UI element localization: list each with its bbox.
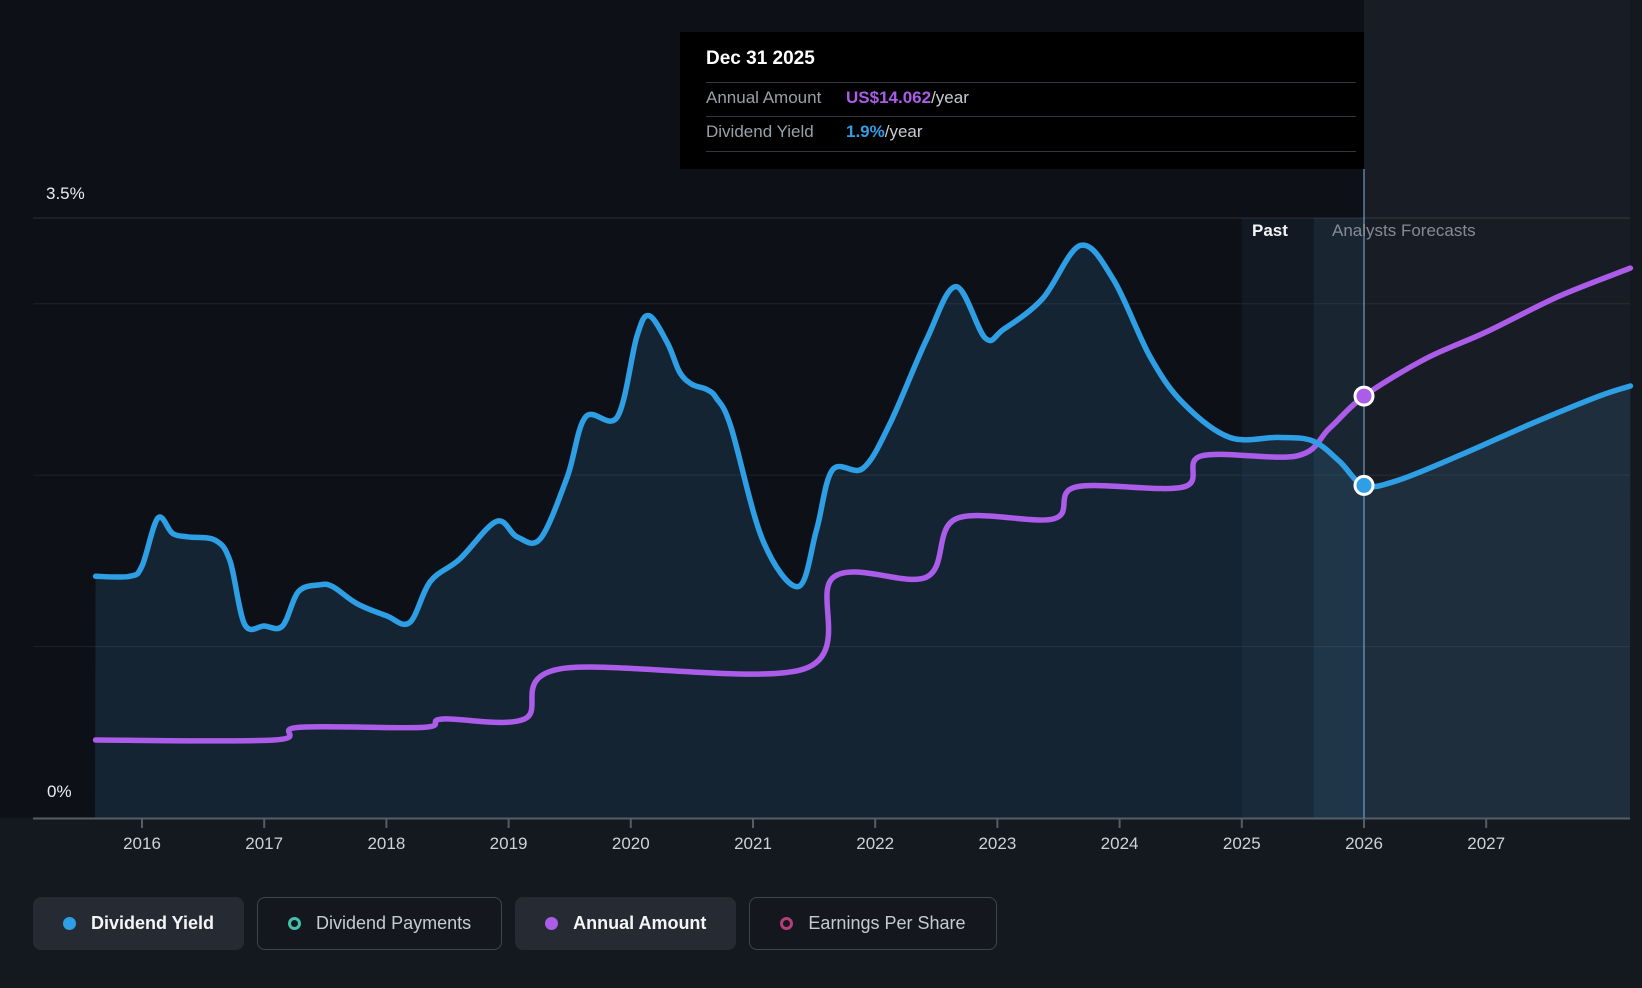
x-axis-year-label-2027: 2027 [1467,834,1506,853]
current-year-highlight-band-bright [1313,218,1364,818]
tooltip-date: Dec 31 2025 [706,48,815,69]
dividend-yield-marker-dot [1353,474,1375,496]
tooltip-annual-amount-suffix: /year [931,88,969,107]
tooltip-row-annual-amount: Annual Amount US$14.062/year [706,88,1356,108]
legend-item-label: Dividend Payments [316,913,472,933]
x-axis-year-label-2024: 2024 [1100,834,1139,853]
x-axis-year-label-2025: 2025 [1222,834,1261,853]
annual-amount-marker-dot [1353,385,1375,407]
tooltip-divider [706,82,1356,83]
tooltip-row-dividend-yield: Dividend Yield 1.9%/year [706,122,1356,142]
tooltip-dividend-yield-suffix: /year [884,122,923,141]
tooltip-dividend-yield-label: Dividend Yield [706,122,814,141]
legend-item-label: Earnings Per Share [808,913,966,933]
dividend-yield-legend-marker-icon [63,917,76,930]
dividend-yield-line [92,242,1634,633]
chart-tooltip: Dec 31 2025 Annual Amount US$14.062/year … [680,32,1364,169]
x-axis-year-label-2026: 2026 [1345,834,1383,853]
legend-item-dividend-yield[interactable]: Dividend Yield [33,897,245,950]
earnings-per-share-legend-marker-icon [780,917,794,930]
dividend-yield-area-fill [95,245,1631,818]
legend-item-label: Annual Amount [573,913,707,933]
x-axis-year-label-2020: 2020 [611,834,650,853]
tooltip-annual-amount-label: Annual Amount [706,88,822,107]
legend-item-annual-amount[interactable]: Annual Amount [515,897,737,950]
x-axis-year-label-2018: 2018 [367,834,406,853]
tooltip-annual-amount-value: US$14.062 [846,88,932,107]
tooltip-divider [706,116,1356,117]
current-year-highlight-band [1241,218,1364,818]
x-axis-year-label-2023: 2023 [978,834,1017,853]
legend-item-label: Dividend Yield [91,913,215,933]
x-axis-year-label-2021: 2021 [734,834,772,853]
analysts-forecasts-region-label: Analysts Forecasts [1332,221,1476,240]
legend-item-earnings-per-share[interactable]: Earnings Per Share [749,897,997,950]
tooltip-dividend-yield-value: 1.9% [846,122,885,141]
tooltip-divider [706,151,1356,152]
x-axis-year-label-2016: 2016 [123,834,161,853]
x-axis-year-label-2019: 2019 [489,834,528,853]
forecast-region-background [1364,0,1630,818]
y-axis-max-label: 3.5% [46,184,85,203]
x-axis-year-label-2017: 2017 [245,834,284,853]
annual-amount-legend-marker-icon [545,917,559,930]
y-axis-zero-label: 0% [47,782,72,801]
dividend-payments-legend-marker-icon [288,917,302,930]
legend-item-dividend-payments[interactable]: Dividend Payments [257,897,503,950]
x-axis-year-label-2022: 2022 [856,834,895,853]
chart-legend: Dividend Yield Dividend Payments Annual Am… [33,897,997,950]
past-region-label: Past [1252,221,1288,240]
